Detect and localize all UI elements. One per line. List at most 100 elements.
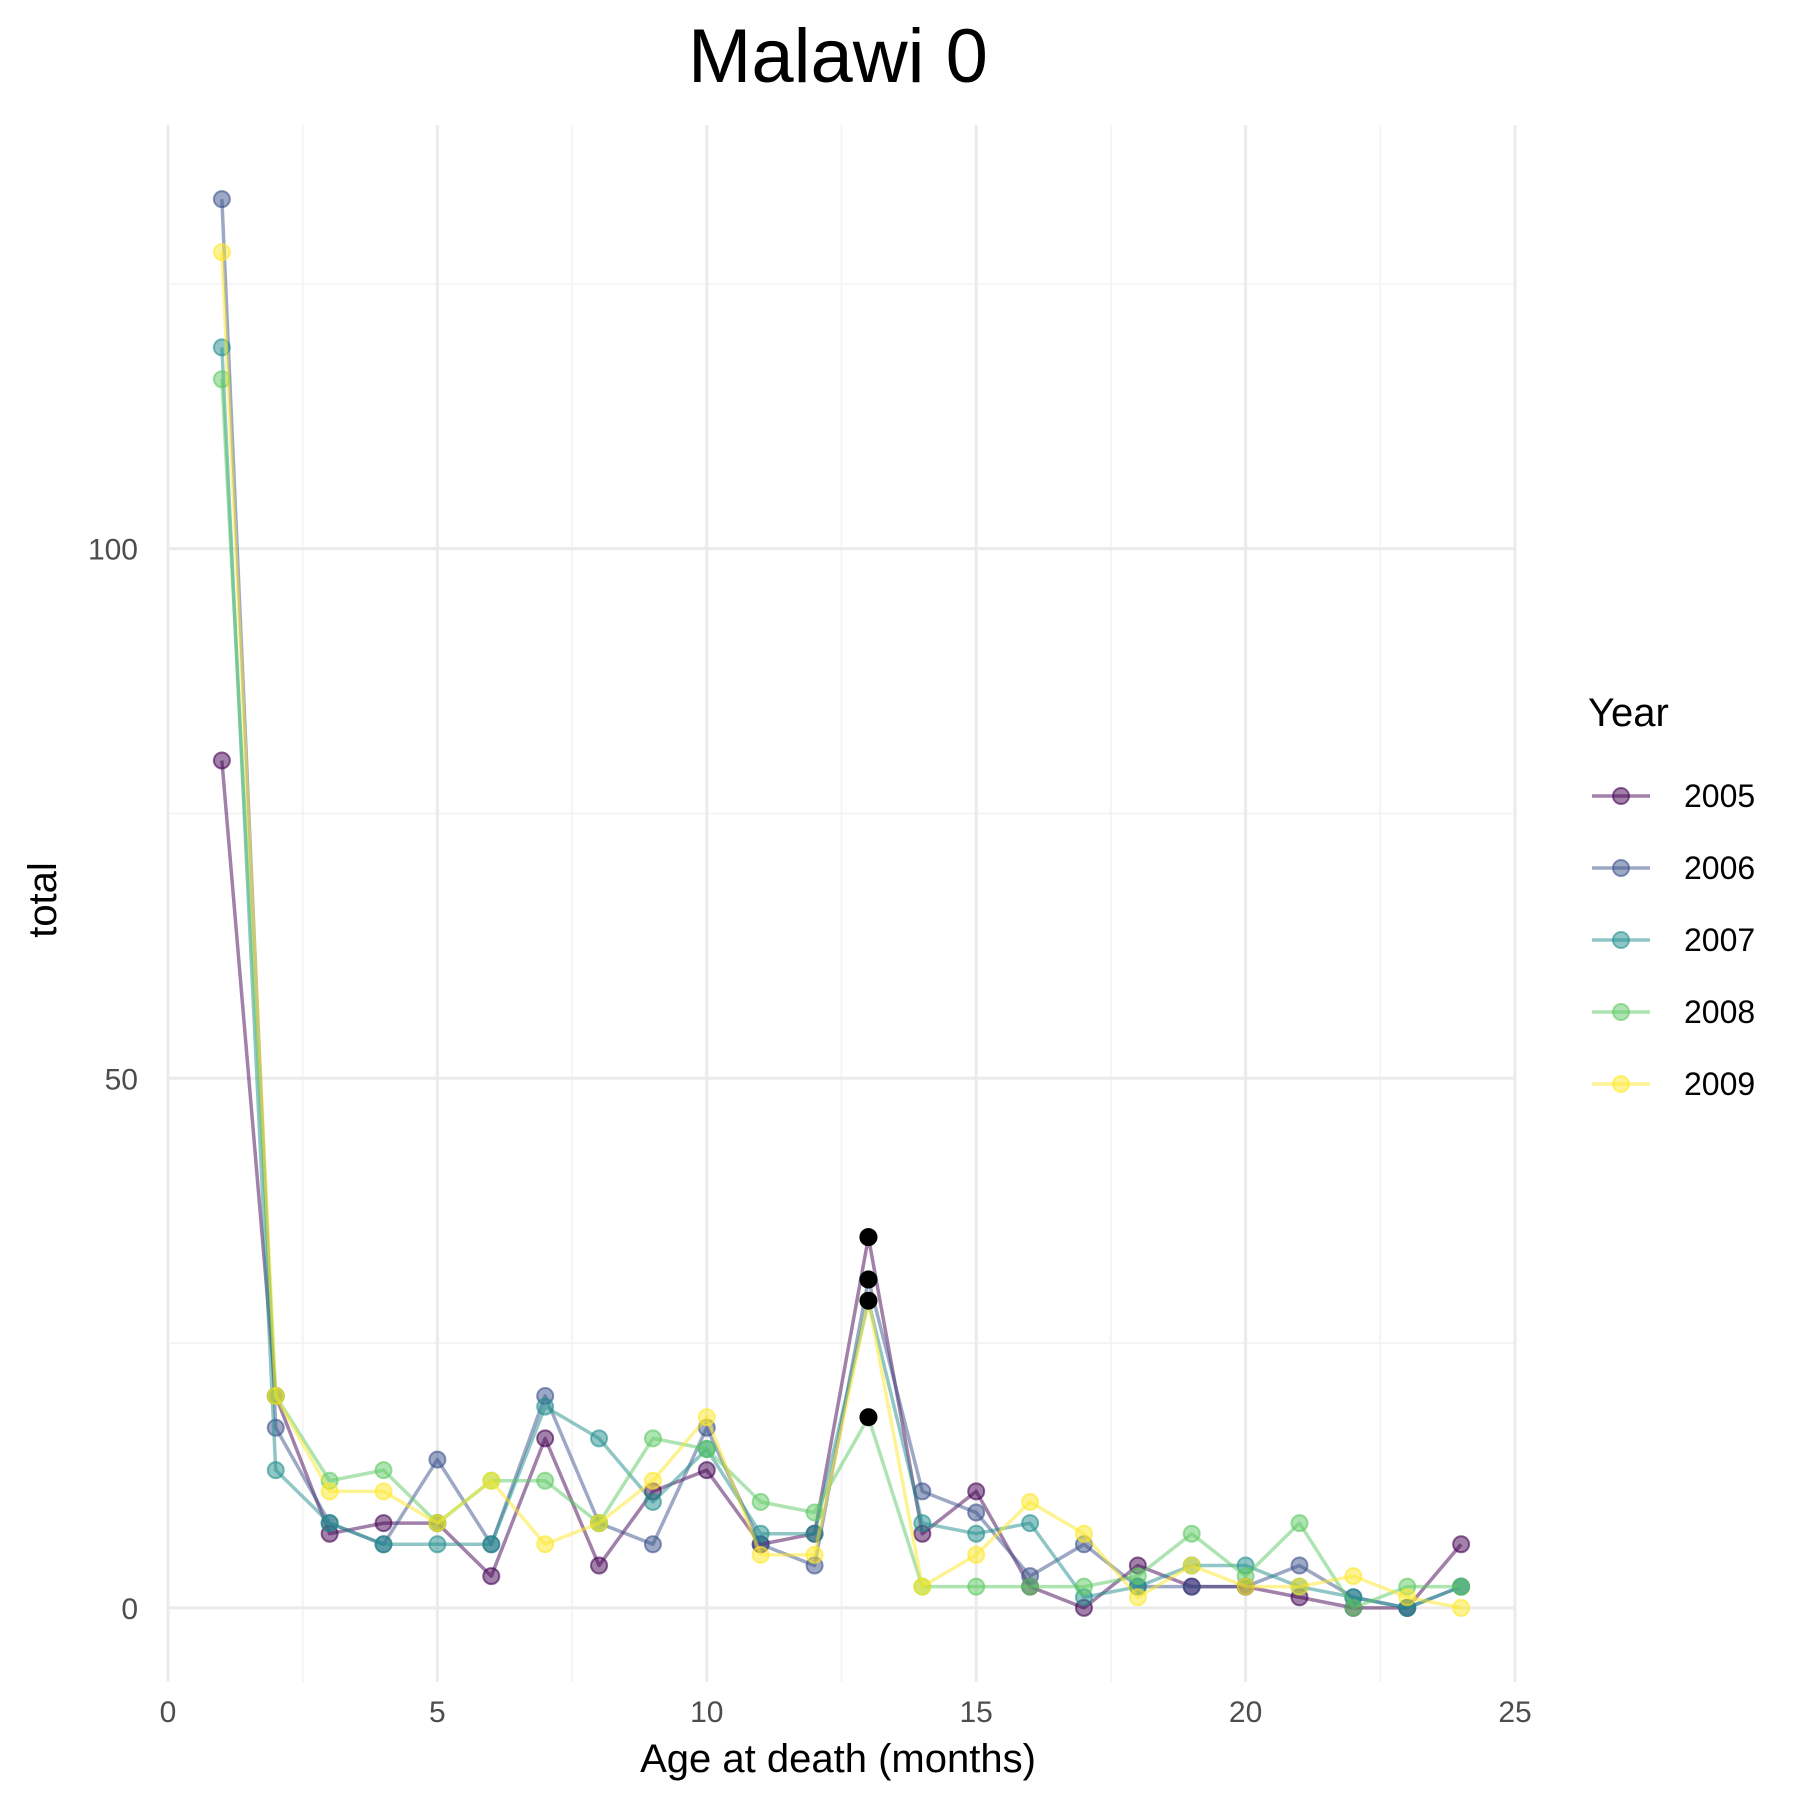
- data-point-2007: [428, 1535, 447, 1554]
- legend-key-point: [1612, 859, 1630, 877]
- x-tick-label: 25: [1498, 1696, 1531, 1729]
- y-axis-title: total: [21, 862, 65, 938]
- data-point-2008: [1290, 1514, 1309, 1533]
- legend-label: 2009: [1684, 1066, 1755, 1102]
- data-point-2008: [1074, 1577, 1093, 1596]
- data-point-2009: [482, 1471, 501, 1490]
- data-point-2005: [967, 1482, 986, 1501]
- highlight-point: [859, 1228, 878, 1247]
- legend-key-point: [1612, 787, 1630, 805]
- legend-key-point: [1612, 931, 1630, 949]
- data-point-2006: [643, 1535, 662, 1554]
- data-point-2008: [1128, 1567, 1147, 1586]
- data-point-2008: [536, 1471, 555, 1490]
- legend-item-2007: 2007: [1592, 922, 1755, 958]
- y-tick-label: 0: [121, 1593, 138, 1626]
- data-point-2007: [374, 1535, 393, 1554]
- data-point-2008: [374, 1461, 393, 1480]
- data-point-2006: [266, 1418, 285, 1437]
- data-point-2009: [913, 1577, 932, 1596]
- data-point-2009: [1398, 1588, 1417, 1607]
- y-tick-label: 50: [105, 1063, 138, 1096]
- data-point-2009: [1128, 1588, 1147, 1607]
- legend: Year 2005 2006 2007 2008 2009: [1588, 691, 1755, 1102]
- data-point-2009: [428, 1514, 447, 1533]
- data-point-2007: [590, 1429, 609, 1448]
- legend-item-2006: 2006: [1592, 850, 1755, 886]
- data-point-2007: [913, 1514, 932, 1533]
- data-point-2007: [266, 1461, 285, 1480]
- legend-item-2009: 2009: [1592, 1066, 1755, 1102]
- data-point-2006: [1182, 1577, 1201, 1596]
- data-point-2009: [1344, 1567, 1363, 1586]
- x-tick-label: 15: [960, 1696, 993, 1729]
- legend-item-2005: 2005: [1592, 778, 1755, 814]
- data-point-2008: [751, 1492, 770, 1511]
- data-point-2007: [967, 1524, 986, 1543]
- data-point-2009: [967, 1545, 986, 1564]
- series-2009: [212, 243, 1471, 1617]
- data-point-2008: [1452, 1577, 1471, 1596]
- x-tick-label: 0: [160, 1696, 177, 1729]
- x-tick-label: 10: [690, 1696, 723, 1729]
- data-point-2009: [320, 1482, 339, 1501]
- data-point-2005: [482, 1567, 501, 1586]
- data-point-2007: [1021, 1514, 1040, 1533]
- data-point-2009: [643, 1471, 662, 1490]
- data-point-2007: [536, 1397, 555, 1416]
- data-point-2007: [482, 1535, 501, 1554]
- data-point-2009: [212, 243, 231, 262]
- data-point-2009: [590, 1514, 609, 1533]
- legend-key-point: [1612, 1075, 1630, 1093]
- data-point-2008: [967, 1577, 986, 1596]
- highlight-point: [859, 1408, 878, 1427]
- x-axis-title: Age at death (months): [640, 1737, 1036, 1781]
- data-point-2005: [697, 1461, 716, 1480]
- highlight-points: [859, 1228, 878, 1427]
- data-point-2009: [697, 1408, 716, 1427]
- data-point-2008: [1021, 1577, 1040, 1596]
- data-point-2009: [1452, 1598, 1471, 1617]
- highlight-point: [859, 1270, 878, 1289]
- data-point-2009: [1074, 1524, 1093, 1543]
- data-point-2005: [536, 1429, 555, 1448]
- data-point-2008: [212, 370, 231, 389]
- legend-label: 2005: [1684, 778, 1755, 814]
- data-point-2005: [590, 1556, 609, 1575]
- x-tick-label: 5: [429, 1696, 446, 1729]
- data-point-2009: [536, 1535, 555, 1554]
- data-point-2007: [320, 1514, 339, 1533]
- data-point-2007: [643, 1492, 662, 1511]
- data-point-2005: [374, 1514, 393, 1533]
- data-point-2009: [751, 1545, 770, 1564]
- legend-title: Year: [1588, 691, 1669, 735]
- data-point-2009: [805, 1545, 824, 1564]
- data-point-2008: [805, 1503, 824, 1522]
- legend-label: 2008: [1684, 994, 1755, 1030]
- grid: [166, 125, 1517, 1682]
- data-point-2009: [1182, 1556, 1201, 1575]
- data-point-2009: [1236, 1577, 1255, 1596]
- data-point-2008: [1344, 1598, 1363, 1617]
- data-point-2009: [1021, 1492, 1040, 1511]
- highlight-point: [859, 1291, 878, 1310]
- legend-label: 2007: [1684, 922, 1755, 958]
- data-point-2006: [1290, 1556, 1309, 1575]
- y-tick-label: 100: [88, 534, 138, 567]
- legend-label: 2006: [1684, 850, 1755, 886]
- data-point-2005: [212, 751, 231, 770]
- series-lines: [212, 190, 1471, 1617]
- data-point-2005: [1452, 1535, 1471, 1554]
- legend-items: 2005 2006 2007 2008 2009: [1592, 778, 1755, 1102]
- chart-title: Malawi 0: [688, 14, 988, 99]
- data-point-2008: [1182, 1524, 1201, 1543]
- data-point-2009: [266, 1387, 285, 1406]
- axis-ticks: 0 5 10 15 20 25 0 50 100: [88, 534, 1532, 1729]
- data-point-2009: [1290, 1577, 1309, 1596]
- legend-key-point: [1612, 1003, 1630, 1021]
- data-point-2006: [212, 190, 231, 209]
- x-tick-label: 20: [1229, 1696, 1262, 1729]
- data-point-2006: [967, 1503, 986, 1522]
- data-point-2009: [374, 1482, 393, 1501]
